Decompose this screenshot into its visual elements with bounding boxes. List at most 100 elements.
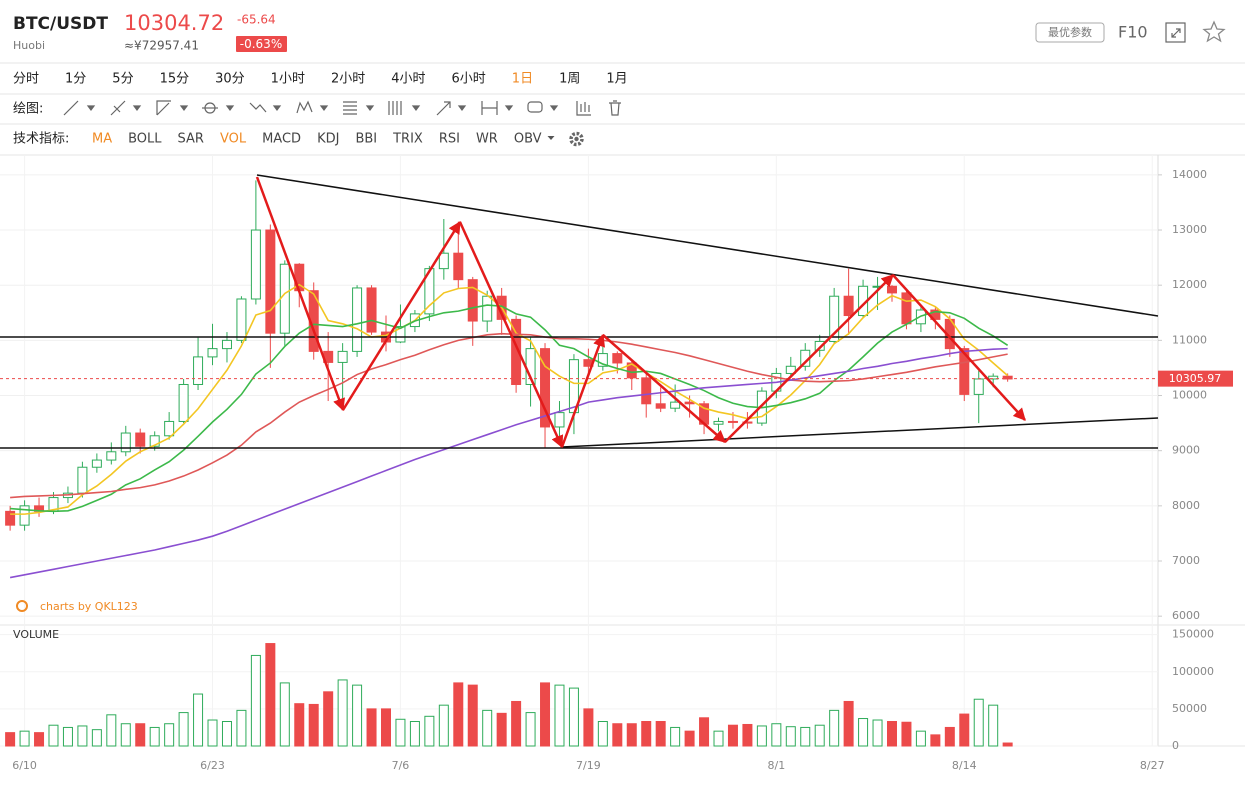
- volume-bar: [655, 721, 666, 747]
- drawing-tools[interactable]: [63, 100, 621, 116]
- volume-tick-label: 100000: [1172, 665, 1214, 678]
- volume-bar: [626, 723, 637, 747]
- candle-body: [713, 420, 724, 425]
- y-tick-label: 8000: [1172, 499, 1200, 512]
- candle-body: [106, 451, 117, 461]
- timeframe-option[interactable]: 30分: [215, 72, 245, 87]
- volume-bar: [106, 714, 117, 747]
- exchange: Huobi: [13, 39, 45, 52]
- indicator-option[interactable]: BBI: [355, 132, 377, 147]
- y-tick-label: 13000: [1172, 223, 1207, 236]
- candle-body: [511, 318, 522, 385]
- volume-bar: [959, 713, 970, 747]
- timeframe-option[interactable]: 分时: [13, 72, 39, 87]
- settings-icon-core[interactable]: [574, 136, 579, 142]
- candle-body: [265, 229, 276, 334]
- change-badge: [236, 36, 287, 52]
- indicator-option[interactable]: MA: [92, 132, 112, 147]
- candle-body: [886, 285, 897, 294]
- moving-average: [10, 332, 1008, 499]
- y-tick-label: 6000: [1172, 609, 1200, 622]
- cny-price: ≈¥72957.41: [124, 39, 199, 53]
- pair: BTC/USDT: [13, 14, 108, 34]
- volume-tick-label: 50000: [1172, 702, 1207, 715]
- grid: 6000 7000 8000 9000 10000 11000 12000 13000 1400…: [0, 155, 1214, 772]
- volume-bar: [164, 723, 175, 747]
- timeframe-option[interactable]: 15分: [160, 72, 190, 87]
- watermark: charts by QKL123: [40, 600, 138, 613]
- candle-body: [670, 401, 681, 409]
- candle-body: [149, 435, 160, 447]
- candle-body: [164, 420, 175, 437]
- x-tick-label: 7/6: [392, 759, 410, 772]
- candle-body: [973, 378, 984, 395]
- candle-body: [655, 403, 666, 409]
- volume-bar: [829, 709, 840, 747]
- candle-body: [1002, 375, 1013, 380]
- change: -65.64: [237, 13, 276, 27]
- indicator-option[interactable]: TRIX: [392, 132, 423, 147]
- volume-bar: [568, 687, 579, 747]
- volume-bar: [756, 725, 767, 747]
- volume-bar: [944, 726, 955, 747]
- timeframe-option[interactable]: 1月: [606, 72, 627, 87]
- volume-label: VOLUME: [13, 628, 59, 641]
- param-button[interactable]: [1035, 22, 1105, 43]
- timeframe-option[interactable]: 2小时: [331, 72, 365, 87]
- y-tick-label: 9000: [1172, 444, 1200, 457]
- indicator-option[interactable]: BOLL: [128, 132, 162, 147]
- indicator-option[interactable]: VOL: [220, 132, 247, 147]
- volume-bar: [612, 723, 623, 747]
- indicator-option[interactable]: WR: [476, 132, 498, 147]
- moving-average: [10, 283, 1009, 515]
- indicator-option[interactable]: RSI: [439, 132, 460, 147]
- timeframe-option[interactable]: 1周: [559, 72, 580, 87]
- f10-button[interactable]: F10: [1118, 23, 1148, 42]
- candle-body: [250, 229, 261, 300]
- indicator-option[interactable]: OBV: [514, 132, 542, 147]
- indicator-option[interactable]: SAR: [178, 132, 204, 147]
- moving-average: [10, 304, 1009, 513]
- timeframe-option[interactable]: 5分: [112, 72, 133, 87]
- timeframe-option[interactable]: 1日: [512, 72, 533, 87]
- param-button-label[interactable]: 最优参数: [1048, 25, 1092, 39]
- candle-body: [279, 263, 290, 334]
- change-pct: -0.63%: [240, 37, 282, 51]
- timeframe-option[interactable]: 4小时: [391, 72, 425, 87]
- price-badge-label: 10305.97: [1169, 372, 1222, 385]
- support-line: [561, 417, 1159, 448]
- volume-bar: [395, 718, 406, 747]
- volume-bar: [684, 730, 695, 747]
- y-tick-label: 7000: [1172, 554, 1200, 567]
- candle-body: [727, 420, 738, 423]
- volume-bar: [901, 721, 912, 747]
- volume-bar: [221, 721, 232, 747]
- candle-body: [337, 350, 348, 363]
- settings-icon[interactable]: [569, 131, 584, 147]
- candle-body: [843, 295, 854, 317]
- volume-bar: [858, 718, 869, 747]
- indicator-option[interactable]: MACD: [262, 132, 301, 147]
- volume-bar: [670, 726, 681, 747]
- timeframe-option[interactable]: 1分: [65, 72, 86, 87]
- favorite-icon[interactable]: [1202, 20, 1226, 43]
- volume-bar: [193, 693, 204, 747]
- volume-bar: [800, 726, 811, 747]
- volume-bar: [236, 709, 247, 747]
- volume-bar: [48, 724, 59, 747]
- dropdown-arrow[interactable]: [547, 136, 555, 140]
- candle-body: [120, 432, 131, 453]
- timeframe-option[interactable]: 6小时: [452, 72, 486, 87]
- candle-body: [554, 412, 565, 428]
- candle-body: [482, 295, 493, 322]
- candle-body: [959, 348, 970, 395]
- fullscreen-icon[interactable]: [1165, 22, 1186, 43]
- candle-body: [77, 466, 88, 494]
- volume-bar: [352, 684, 363, 747]
- candle-body: [684, 401, 695, 405]
- candle-body: [829, 295, 840, 342]
- indicator-option[interactable]: KDJ: [317, 132, 339, 147]
- candle-body: [395, 326, 406, 343]
- timeframe-option[interactable]: 1小时: [271, 72, 305, 87]
